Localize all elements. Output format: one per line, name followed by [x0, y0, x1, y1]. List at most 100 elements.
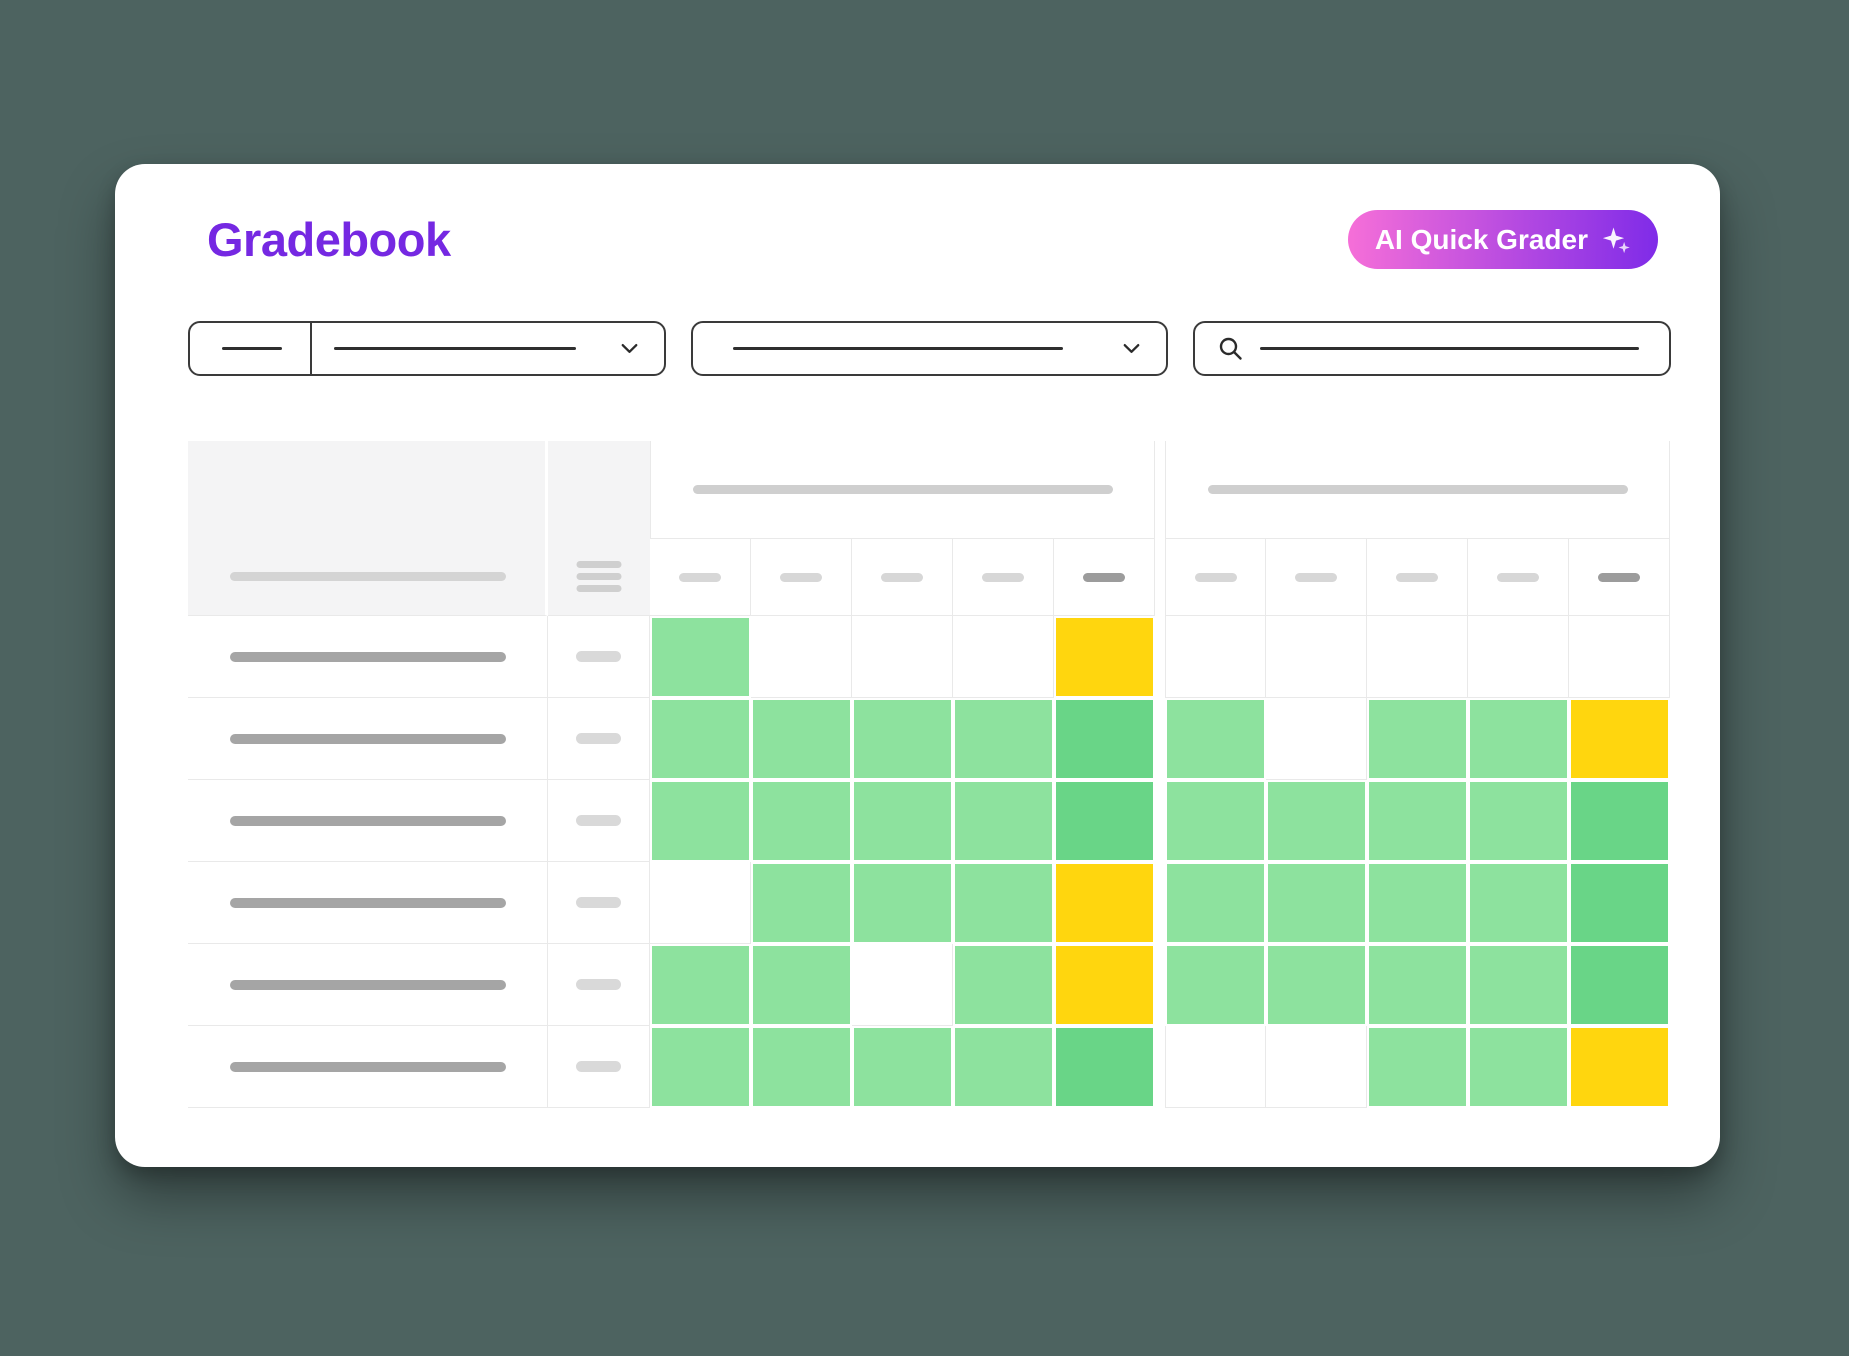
column-header-cell[interactable] [1266, 539, 1367, 616]
grade-cell[interactable] [652, 946, 749, 1024]
grade-cell[interactable] [852, 944, 953, 1026]
student-row-name-cell[interactable] [188, 780, 548, 862]
column-header-cell[interactable] [751, 539, 852, 616]
filter-select-secondary[interactable] [690, 321, 1169, 376]
grade-cell[interactable] [854, 864, 951, 942]
menu-lines-icon [576, 561, 622, 592]
grade-cell[interactable] [953, 616, 1054, 698]
grade-cell[interactable] [1268, 946, 1365, 1024]
column-label-placeholder [1497, 572, 1539, 582]
grade-cell[interactable] [1369, 946, 1466, 1024]
score-placeholder [576, 815, 621, 826]
grade-cell[interactable] [652, 1028, 749, 1106]
grade-cell[interactable] [1167, 700, 1264, 778]
grade-cell[interactable] [753, 700, 850, 778]
grade-cell[interactable] [751, 616, 852, 698]
grade-cell[interactable] [1266, 698, 1367, 780]
column-header-cell[interactable] [650, 539, 751, 616]
student-row-name-cell[interactable] [188, 1026, 548, 1108]
grade-cell[interactable] [1056, 864, 1153, 942]
filter-value-placeholder [732, 347, 1063, 350]
grade-cell[interactable] [1367, 616, 1468, 698]
student-name-placeholder [230, 733, 506, 744]
grade-cell[interactable] [753, 782, 850, 860]
grade-cell[interactable] [1369, 700, 1466, 778]
grade-cell[interactable] [854, 782, 951, 860]
student-row-name-cell[interactable] [188, 616, 548, 698]
ai-quick-grader-button[interactable]: AI Quick Grader [1347, 210, 1658, 269]
grade-cell[interactable] [955, 946, 1052, 1024]
assignment-group-header [1165, 441, 1670, 539]
column-label-placeholder [1396, 572, 1438, 582]
grade-cell[interactable] [1369, 1028, 1466, 1106]
grade-cell[interactable] [1056, 700, 1153, 778]
column-header-cell[interactable] [1054, 539, 1155, 616]
grade-cell[interactable] [652, 700, 749, 778]
grade-cell[interactable] [1470, 700, 1567, 778]
score-placeholder [576, 733, 621, 744]
assignment-group-header [650, 441, 1155, 539]
grade-cell[interactable] [753, 864, 850, 942]
grade-cell[interactable] [1470, 782, 1567, 860]
grade-cell[interactable] [1165, 1026, 1266, 1108]
student-score-cell [548, 944, 650, 1026]
grade-cell[interactable] [1167, 782, 1264, 860]
score-placeholder [576, 897, 621, 908]
search-input[interactable] [1193, 321, 1672, 376]
score-placeholder [576, 1061, 621, 1072]
grade-cell[interactable] [1571, 1028, 1668, 1106]
filters-row [188, 321, 1672, 376]
column-header-cell[interactable] [1468, 539, 1569, 616]
column-header-cell[interactable] [1569, 539, 1670, 616]
student-score-cell [548, 1026, 650, 1108]
grade-cell[interactable] [1167, 864, 1264, 942]
grade-cell[interactable] [753, 1028, 850, 1106]
grade-cell[interactable] [1369, 782, 1466, 860]
grade-cell[interactable] [1056, 1028, 1153, 1106]
column-header-cell[interactable] [852, 539, 953, 616]
grade-cell[interactable] [1470, 1028, 1567, 1106]
grade-cell[interactable] [955, 700, 1052, 778]
grade-cell[interactable] [652, 782, 749, 860]
grade-cell[interactable] [1266, 1026, 1367, 1108]
grade-cell[interactable] [1268, 864, 1365, 942]
grade-cell[interactable] [955, 864, 1052, 942]
grade-cell[interactable] [650, 862, 751, 944]
grade-cell[interactable] [1167, 946, 1264, 1024]
student-score-cell [548, 862, 650, 944]
student-name-placeholder [230, 897, 506, 908]
column-label-placeholder [1083, 572, 1125, 582]
grade-cell[interactable] [955, 782, 1052, 860]
grade-cell[interactable] [1056, 946, 1153, 1024]
column-header-cell[interactable] [1165, 539, 1266, 616]
column-header-cell[interactable] [953, 539, 1054, 616]
grade-cell[interactable] [854, 700, 951, 778]
grade-cell[interactable] [1470, 864, 1567, 942]
grade-cell[interactable] [1571, 782, 1668, 860]
student-row-name-cell[interactable] [188, 862, 548, 944]
grade-cell[interactable] [1056, 782, 1153, 860]
grade-cell[interactable] [652, 618, 749, 696]
student-row-name-cell[interactable] [188, 698, 548, 780]
grade-cell[interactable] [1571, 864, 1668, 942]
grade-cell[interactable] [852, 616, 953, 698]
grade-cell[interactable] [955, 1028, 1052, 1106]
filter-divider [310, 323, 312, 374]
grade-cell[interactable] [1569, 616, 1670, 698]
grade-cell[interactable] [1571, 946, 1668, 1024]
grade-cell[interactable] [1165, 616, 1266, 698]
grade-cell[interactable] [1056, 618, 1153, 696]
grade-cell[interactable] [1266, 616, 1367, 698]
chevron-down-icon [1119, 336, 1144, 361]
grade-cell[interactable] [1268, 782, 1365, 860]
grade-cell[interactable] [854, 1028, 951, 1106]
student-row-name-cell[interactable] [188, 944, 548, 1026]
filter-select-primary[interactable] [188, 321, 666, 376]
grade-cell[interactable] [1571, 700, 1668, 778]
grade-cell[interactable] [1468, 616, 1569, 698]
grade-cell[interactable] [1369, 864, 1466, 942]
grade-cell[interactable] [753, 946, 850, 1024]
column-header-cell[interactable] [1367, 539, 1468, 616]
grade-cell[interactable] [1470, 946, 1567, 1024]
student-score-cell [548, 616, 650, 698]
